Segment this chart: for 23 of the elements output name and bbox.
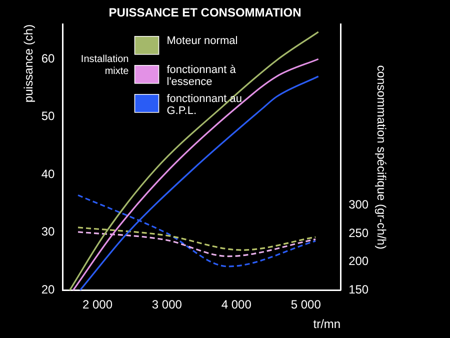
y2-tick-label: 200 (348, 254, 369, 268)
y-tick-label: 50 (41, 109, 56, 124)
y2-tick-label: 150 (348, 282, 369, 297)
legend-label: fonctionnant à l'essence (166, 64, 237, 88)
x-tick-label: 3 000 (152, 298, 182, 312)
chart-title: PUISSANCE ET CONSOMMATION (108, 6, 302, 20)
y-tick-label: 20 (41, 282, 56, 297)
legend-label: fonctionnant au G.P.L. (166, 92, 242, 117)
y-tick-label: 30 (41, 224, 56, 239)
y-tick-label: 60 (41, 51, 56, 66)
y-axis-title: puissance (ch) (22, 24, 36, 102)
legend-label: Moteur normal (166, 34, 238, 47)
y2-tick-label: 250 (348, 226, 369, 240)
x-tick-label: 2 000 (82, 298, 113, 312)
line-series (77, 226, 316, 251)
y-tick-label: 40 (41, 166, 56, 181)
y2-axis-title: consommation spécifique (gr-ch/h) (374, 65, 388, 250)
x-tick-label: 5 000 (290, 298, 322, 312)
annotation: Installation mixte (80, 54, 130, 78)
x-tick-label: 4 000 (221, 298, 252, 312)
y2-tick-label: 300 (348, 198, 369, 212)
line-series (77, 231, 316, 258)
x-axis-title: tr/mn (313, 317, 341, 332)
